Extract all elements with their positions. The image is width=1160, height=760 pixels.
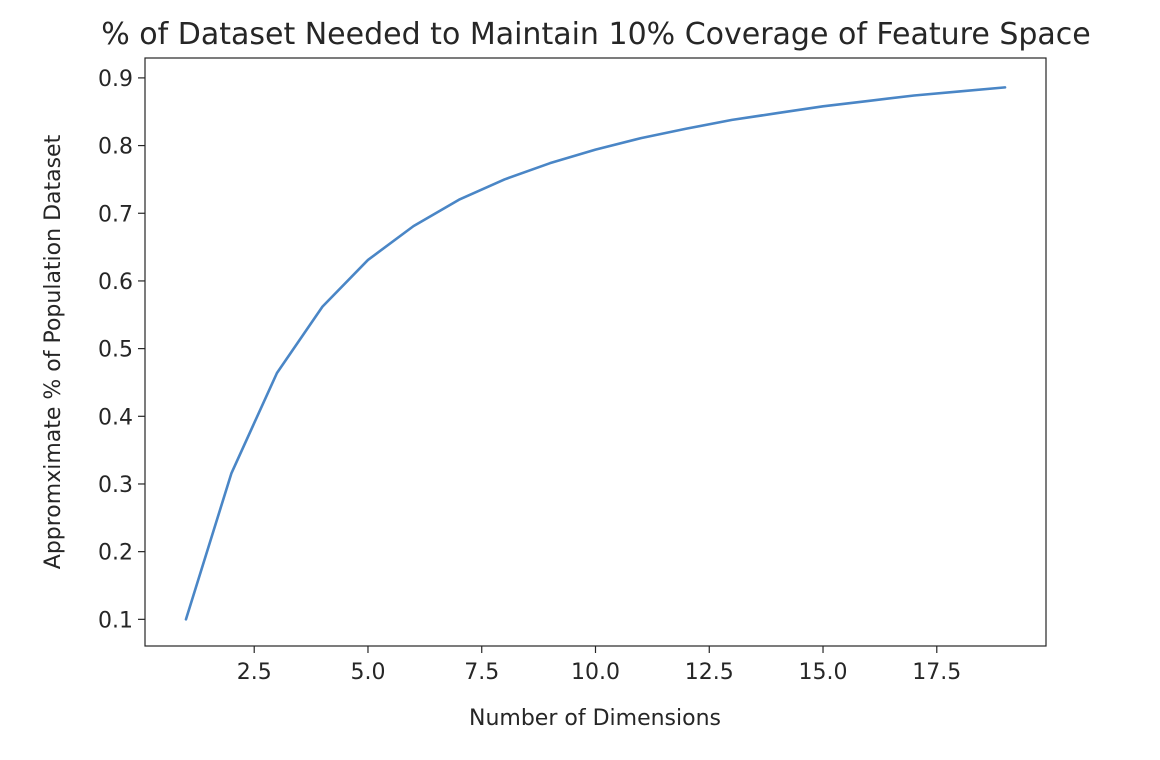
chart-title: % of Dataset Needed to Maintain 10% Cove…: [101, 17, 1091, 52]
x-tick-label: 15.0: [799, 660, 848, 685]
y-tick-label: 0.8: [98, 135, 133, 160]
y-axis-label: Appromximate % of Population Dataset: [41, 134, 66, 569]
y-tick-label: 0.1: [98, 608, 133, 633]
series-layer: [184, 86, 1007, 621]
y-tick-label: 0.2: [98, 541, 133, 566]
series-line-0: [184, 86, 1007, 621]
y-tick-label: 0.9: [98, 67, 133, 92]
x-tick-label: 10.0: [571, 660, 620, 685]
y-tick-label: 0.6: [98, 270, 133, 295]
y-tick-label: 0.7: [98, 202, 133, 227]
x-tick-label: 12.5: [685, 660, 734, 685]
plot-frame: [144, 57, 1047, 647]
y-tick-label: 0.3: [98, 473, 133, 498]
y-axis: 0.1 0.2 0.3 0.4 0.5 0.6 0.7 0.8 0.9: [98, 67, 145, 633]
y-tick-label: 0.5: [98, 338, 133, 363]
x-tick-label: 5.0: [350, 660, 385, 685]
plot-area: [144, 57, 1047, 647]
x-tick-label: 7.5: [464, 660, 499, 685]
x-axis: 2.5 5.0 7.5 10.0 12.5 15.0 17.5: [237, 646, 961, 685]
x-axis-label: Number of Dimensions: [469, 706, 721, 731]
x-tick-label: 17.5: [912, 660, 961, 685]
y-tick-label: 0.4: [98, 405, 133, 430]
x-tick-label: 2.5: [237, 660, 272, 685]
